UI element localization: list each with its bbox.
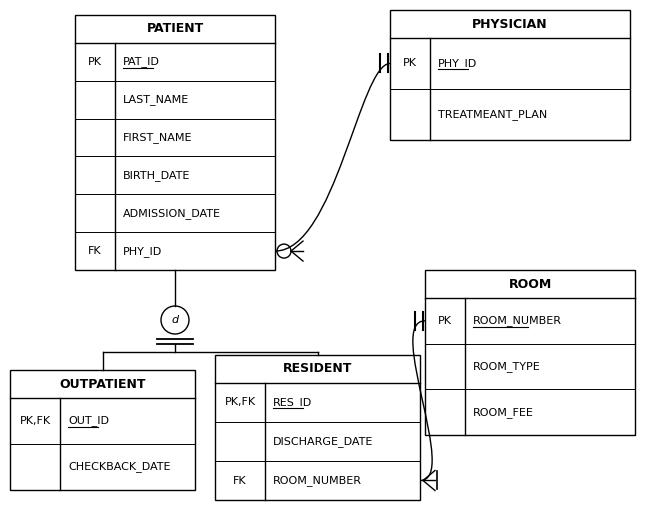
Bar	[10, 370, 195, 490]
Text: PK,FK: PK,FK	[225, 398, 256, 407]
Text: RES_ID: RES_ID	[273, 397, 312, 408]
Text: CHECKBACK_DATE: CHECKBACK_DATE	[68, 461, 171, 473]
Text: ROOM_NUMBER: ROOM_NUMBER	[273, 475, 362, 486]
Text: OUTPATIENT: OUTPATIENT	[59, 378, 146, 390]
Bar	[425, 270, 635, 435]
Text: BIRTH_DATE: BIRTH_DATE	[123, 170, 190, 181]
Bar	[390, 10, 630, 140]
Text: PK: PK	[88, 57, 102, 67]
Text: RESIDENT: RESIDENT	[283, 362, 352, 376]
Text: ROOM_NUMBER: ROOM_NUMBER	[473, 315, 562, 327]
Text: ROOM_TYPE: ROOM_TYPE	[473, 361, 541, 372]
Text: FK: FK	[233, 476, 247, 485]
Text: TREATMEANT_PLAN: TREATMEANT_PLAN	[438, 109, 547, 120]
Text: FK: FK	[88, 246, 102, 256]
Text: PK: PK	[403, 58, 417, 68]
Bar	[75, 15, 275, 270]
Text: PATIENT: PATIENT	[146, 22, 204, 35]
Text: PHY_ID: PHY_ID	[438, 58, 477, 69]
Bar	[215, 355, 420, 500]
Text: ROOM: ROOM	[508, 277, 551, 290]
Text: OUT_ID: OUT_ID	[68, 415, 109, 427]
Text: ROOM_FEE: ROOM_FEE	[473, 407, 534, 417]
Text: DISCHARGE_DATE: DISCHARGE_DATE	[273, 436, 374, 447]
Text: d: d	[171, 315, 178, 325]
Text: PK: PK	[438, 316, 452, 326]
Text: PK,FK: PK,FK	[20, 416, 51, 426]
Text: PHYSICIAN: PHYSICIAN	[472, 17, 547, 31]
Text: LAST_NAME: LAST_NAME	[123, 95, 189, 105]
Text: FIRST_NAME: FIRST_NAME	[123, 132, 193, 143]
Text: ADMISSION_DATE: ADMISSION_DATE	[123, 208, 221, 219]
Text: PHY_ID: PHY_ID	[123, 246, 162, 257]
Text: PAT_ID: PAT_ID	[123, 56, 160, 67]
